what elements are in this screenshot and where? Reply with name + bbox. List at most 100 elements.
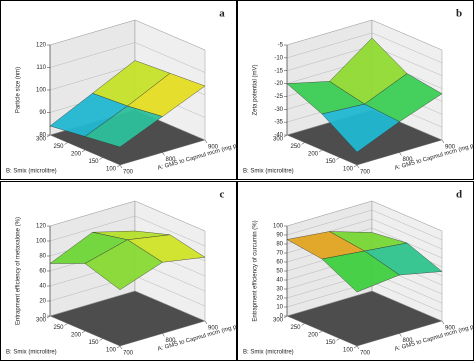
y-tick: [99, 338, 103, 341]
x-tick: [204, 320, 208, 325]
y-tick-label: 250: [290, 325, 301, 331]
x-tick-label: 900: [445, 326, 456, 332]
z-tick-label: 60: [276, 260, 283, 266]
y-tick-label: 300: [36, 318, 47, 324]
z-tick-label: 90: [276, 233, 283, 239]
z-tick-label: 100: [36, 88, 47, 94]
y-tick-label: 100: [343, 167, 354, 173]
y-tick: [353, 164, 358, 168]
panel: 0 20 40 60 80 100 120 Entrapment efficiency of …: [0, 181, 269, 361]
grid-line: [49, 200, 206, 232]
y-axis-label: B: Smix (microlitre): [243, 169, 294, 175]
grid-line: [49, 42, 206, 73]
y-tick-label: 300: [36, 137, 47, 143]
z-tick-label: 80: [39, 254, 46, 260]
z-tick-label: 20: [39, 299, 46, 305]
y-tick: [318, 330, 323, 334]
z-tick-label: 40: [276, 278, 283, 284]
y-tick: [336, 157, 340, 160]
y-tick: [81, 330, 86, 334]
y-axis-label: B: Smix (microlitre): [6, 350, 57, 356]
z-tick-label: 20: [276, 296, 283, 302]
y-tick-label: 200: [71, 152, 82, 158]
x-tick: [399, 152, 402, 156]
y-tick: [301, 323, 305, 326]
x-tick-label: 900: [208, 145, 219, 151]
y-tick: [283, 134, 288, 138]
y-tick: [46, 134, 51, 138]
z-tick-label: -25: [274, 94, 283, 100]
grid-line: [286, 200, 443, 232]
x-tick: [441, 139, 445, 144]
y-tick-label: 250: [53, 144, 64, 150]
y-tick: [64, 323, 68, 326]
z-axis-label: Particle size (nm): [16, 67, 22, 113]
z-tick-label: 120: [36, 43, 47, 49]
z-tick-label: 100: [36, 239, 47, 245]
x-tick: [119, 345, 123, 350]
z-tick-label: 60: [39, 269, 46, 275]
z-tick-label: 80: [39, 133, 46, 139]
grid-line: [49, 215, 206, 247]
x-tick-label: 700: [360, 351, 371, 357]
panel: 80 90 100 110 120 Particle size (nm) 700 800 900…: [0, 0, 269, 180]
y-axis-label: B: Smix (microlitre): [6, 169, 57, 175]
x-tick-label: 700: [123, 351, 134, 357]
panel: -40 -35 -30 -25 -20 -15 -10 -5 Zeta potential (m…: [237, 0, 474, 180]
y-tick: [301, 142, 305, 145]
y-tick: [353, 345, 358, 349]
x-tick-label: 900: [208, 326, 219, 332]
x-tick-label: 800: [166, 157, 177, 163]
z-tick-label: -40: [274, 133, 283, 139]
z-tick-label: 0: [43, 314, 47, 320]
surface-patch: [84, 239, 163, 290]
x-tick-label: 800: [403, 157, 414, 163]
z-tick-label: -10: [274, 55, 283, 61]
y-tick-label: 150: [88, 340, 99, 346]
y-tick: [336, 338, 340, 341]
z-tick-label: 120: [36, 224, 47, 230]
y-tick-label: 250: [290, 144, 301, 150]
y-tick-label: 150: [88, 159, 99, 165]
z-tick-label: 50: [276, 269, 283, 275]
x-tick: [119, 164, 123, 169]
surface-patch: [321, 103, 400, 153]
z-tick-label: -15: [274, 68, 283, 74]
x-tick: [356, 345, 360, 350]
z-tick-label: 70: [276, 251, 283, 257]
x-tick-label: 700: [360, 170, 371, 176]
z-tick-label: 30: [276, 287, 283, 293]
panel-letter: a: [219, 8, 225, 20]
z-axis-label: Zeta potential (mV): [253, 64, 259, 115]
y-tick-label: 300: [273, 137, 284, 143]
z-tick-label: 110: [36, 65, 46, 71]
x-tick-label: 800: [166, 338, 177, 344]
grid-line: [286, 209, 443, 241]
grid-line: [286, 290, 443, 322]
panel-letter: d: [456, 189, 462, 201]
x-tick: [162, 333, 165, 337]
y-tick: [116, 345, 121, 349]
z-tick-label: 0: [280, 314, 284, 320]
surface-patch: [321, 250, 400, 293]
y-tick-label: 150: [325, 340, 336, 346]
grid-line: [286, 32, 443, 64]
y-tick: [46, 315, 51, 319]
y-tick: [116, 164, 121, 168]
z-axis-label: Entrapment efficiency of metaxalone (%): [16, 217, 22, 325]
y-tick-label: 100: [106, 167, 117, 173]
grid-line: [49, 19, 206, 51]
grid-line: [49, 290, 206, 322]
z-tick-label: 10: [276, 305, 283, 311]
z-axis-label: Entrapment efficiency of curcumin (%): [253, 220, 259, 321]
x-tick: [356, 164, 360, 169]
grid-line: [286, 19, 443, 51]
x-tick-label: 900: [445, 145, 456, 151]
y-tick: [318, 149, 323, 153]
z-tick-label: -20: [274, 81, 283, 87]
y-axis-label: B: Smix (microlitre): [243, 350, 294, 356]
x-tick-label: 700: [123, 170, 134, 176]
x-tick: [204, 139, 208, 144]
y-tick: [99, 157, 103, 160]
